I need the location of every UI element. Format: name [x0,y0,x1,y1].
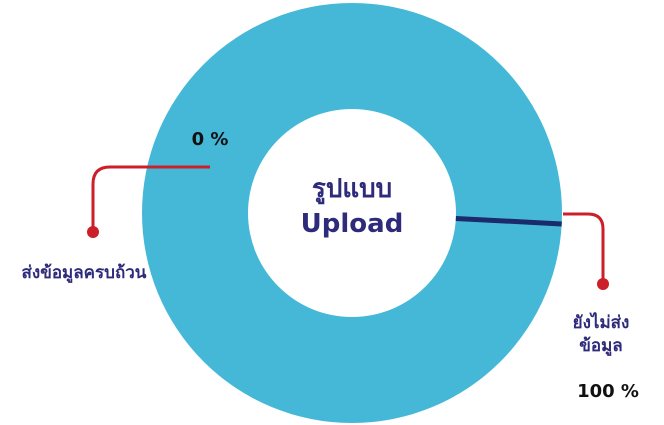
donut-slice [455,215,562,227]
leader-line [91,165,210,232]
leader-dot [597,278,609,290]
leader-dot [87,226,99,238]
value-label: 100 % [577,381,639,402]
value-label: 0 % [191,129,229,150]
category-label: ส่งข้อมูลครบถ้วน [21,263,147,283]
leader-line [563,212,605,284]
category-label: ยังไม่ส่งข้อมูล [572,313,630,356]
center-title: รูปแบบ Upload [300,174,404,240]
slices [142,3,562,423]
donut-slice [142,3,562,423]
